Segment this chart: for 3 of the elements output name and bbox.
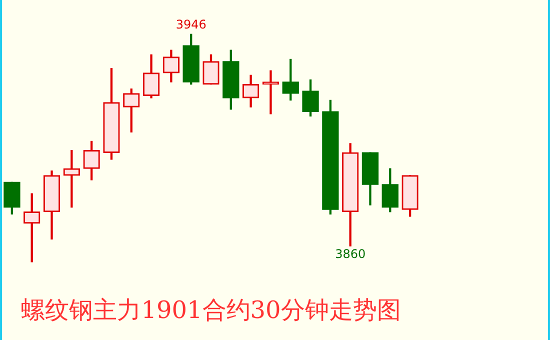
annotation: 3860: [335, 247, 366, 262]
annotation: 3946: [176, 17, 206, 32]
text: 螺纹钢主力1901合约30分钟走势图: [21, 296, 401, 324]
